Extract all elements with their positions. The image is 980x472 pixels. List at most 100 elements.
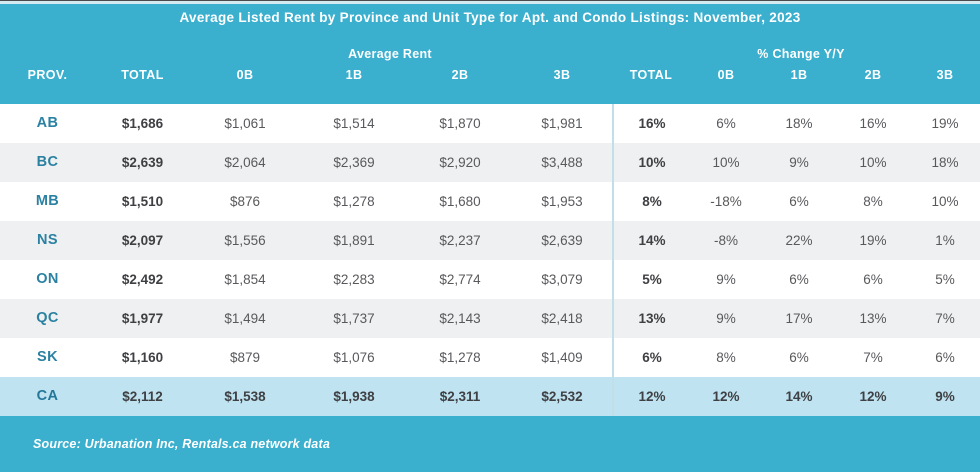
rent-value-cell: $1,938 bbox=[333, 389, 375, 404]
change-value-cell: 5% bbox=[612, 260, 690, 299]
province-label: ON bbox=[36, 271, 59, 287]
change-value-cell: 10% bbox=[931, 194, 959, 209]
group-header-percent-change: % Change Y/Y bbox=[757, 47, 845, 61]
column-header-rent-1b: 1B bbox=[345, 68, 363, 82]
change-value-cell: 12% bbox=[712, 389, 740, 404]
province-label: BC bbox=[36, 154, 59, 170]
province-label: SK bbox=[37, 349, 58, 365]
change-value-cell: 6% bbox=[789, 194, 809, 209]
change-value-cell: 19% bbox=[859, 233, 887, 248]
rent-value-cell: $2,639 bbox=[541, 233, 583, 248]
change-value-cell: 12% bbox=[612, 377, 690, 416]
change-value-cell: 18% bbox=[785, 116, 813, 131]
rent-value-cell: $1,556 bbox=[224, 233, 266, 248]
column-header-change-1b: 1B bbox=[790, 68, 808, 82]
province-label: NS bbox=[37, 232, 58, 248]
rent-value-cell: $1,977 bbox=[121, 311, 164, 326]
table-row-qc: QC $1,977 $1,494 $1,737 $2,143 $2,418 13% 9% 17%… bbox=[0, 299, 980, 338]
rent-value-cell: $1,680 bbox=[439, 194, 481, 209]
table-row-ca: CA $2,112 $1,538 $1,938 $2,311 $2,532 12% 12% 14… bbox=[0, 377, 980, 416]
rent-value-cell: $1,686 bbox=[121, 116, 164, 131]
rent-value-cell: $1,076 bbox=[333, 350, 375, 365]
change-value-cell: 6% bbox=[935, 350, 955, 365]
rent-value-cell: $879 bbox=[229, 350, 261, 365]
column-header-change-3b: 3B bbox=[936, 68, 954, 82]
rent-value-cell: $3,079 bbox=[541, 272, 583, 287]
rent-value-cell: $1,854 bbox=[224, 272, 266, 287]
rent-value-cell: $1,953 bbox=[541, 194, 583, 209]
rent-value-cell: $2,097 bbox=[121, 233, 164, 248]
change-value-cell: 9% bbox=[716, 311, 736, 326]
change-value-cell: 18% bbox=[931, 155, 959, 170]
change-value-cell: 1% bbox=[935, 233, 955, 248]
change-value-cell: 13% bbox=[859, 311, 887, 326]
rent-value-cell: $2,774 bbox=[439, 272, 481, 287]
rent-value-cell: $1,278 bbox=[439, 350, 481, 365]
province-label: CA bbox=[36, 388, 59, 404]
rent-value-cell: $1,870 bbox=[439, 116, 481, 131]
rent-value-cell: $2,532 bbox=[541, 389, 583, 404]
rent-value-cell: $1,737 bbox=[333, 311, 375, 326]
change-value-cell: 9% bbox=[716, 272, 736, 287]
change-value-cell: 7% bbox=[935, 311, 955, 326]
change-value-cell: 12% bbox=[859, 389, 887, 404]
change-value-cell: 22% bbox=[785, 233, 813, 248]
table-row-on: ON $2,492 $1,854 $2,283 $2,774 $3,079 5% 9% 6% 6%… bbox=[0, 260, 980, 299]
province-label: QC bbox=[36, 310, 59, 326]
change-value-cell: 8% bbox=[612, 182, 690, 221]
rent-value-cell: $1,409 bbox=[541, 350, 583, 365]
rent-value-cell: $2,418 bbox=[541, 311, 583, 326]
rent-value-cell: $2,492 bbox=[121, 272, 164, 287]
change-value-cell: 14% bbox=[612, 221, 690, 260]
change-value-cell: 6% bbox=[716, 116, 736, 131]
rent-value-cell: $2,920 bbox=[439, 155, 481, 170]
column-header-change-total: TOTAL bbox=[629, 68, 673, 82]
rent-value-cell: $1,278 bbox=[333, 194, 375, 209]
change-value-cell: 17% bbox=[785, 311, 813, 326]
column-header-rent-0b: 0B bbox=[236, 68, 254, 82]
rent-value-cell: $876 bbox=[229, 194, 261, 209]
rent-value-cell: $2,143 bbox=[439, 311, 481, 326]
change-value-cell: -18% bbox=[710, 194, 742, 209]
change-value-cell: 6% bbox=[789, 350, 809, 365]
rent-value-cell: $2,639 bbox=[121, 155, 164, 170]
table-row-ab: AB $1,686 $1,061 $1,514 $1,870 $1,981 16% 6% 18%… bbox=[0, 104, 980, 143]
group-header-row: Average Rent % Change Y/Y bbox=[0, 45, 980, 63]
change-value-cell: 9% bbox=[935, 389, 955, 404]
change-value-cell: 14% bbox=[785, 389, 813, 404]
change-value-cell: 10% bbox=[859, 155, 887, 170]
column-header-change-0b: 0B bbox=[717, 68, 735, 82]
table-row-mb: MB $1,510 $876 $1,278 $1,680 $1,953 8% -18% 6% 8%… bbox=[0, 182, 980, 221]
change-value-cell: 16% bbox=[612, 104, 690, 143]
change-value-cell: 16% bbox=[859, 116, 887, 131]
column-header-rent-total: TOTAL bbox=[121, 68, 164, 82]
change-value-cell: 8% bbox=[716, 350, 736, 365]
table-header: Average Listed Rent by Province and Unit… bbox=[0, 4, 980, 104]
rent-value-cell: $1,514 bbox=[333, 116, 375, 131]
change-value-cell: 6% bbox=[863, 272, 883, 287]
rent-value-cell: $1,981 bbox=[541, 116, 583, 131]
rent-value-cell: $2,064 bbox=[224, 155, 266, 170]
rent-value-cell: $1,538 bbox=[224, 389, 266, 404]
rent-value-cell: $2,311 bbox=[439, 389, 481, 404]
group-header-average-rent: Average Rent bbox=[348, 47, 432, 61]
change-value-cell: 6% bbox=[612, 338, 690, 377]
rent-value-cell: $2,283 bbox=[333, 272, 375, 287]
change-value-cell: 10% bbox=[712, 155, 740, 170]
column-header-row: PROV. TOTAL 0B 1B 2B 3B TOTAL 0B 1B 2B 3… bbox=[0, 66, 980, 84]
rent-value-cell: $1,061 bbox=[224, 116, 266, 131]
column-header-rent-2b: 2B bbox=[451, 68, 469, 82]
rent-value-cell: $1,891 bbox=[333, 233, 375, 248]
top-edge-strip bbox=[0, 0, 980, 4]
change-value-cell: 9% bbox=[789, 155, 809, 170]
column-header-prov: PROV. bbox=[27, 68, 68, 82]
rent-value-cell: $2,237 bbox=[439, 233, 481, 248]
rent-value-cell: $3,488 bbox=[541, 155, 583, 170]
rent-value-cell: $1,494 bbox=[224, 311, 266, 326]
change-value-cell: -8% bbox=[713, 233, 738, 248]
column-header-rent-3b: 3B bbox=[553, 68, 571, 82]
rent-value-cell: $2,369 bbox=[333, 155, 375, 170]
table-row-bc: BC $2,639 $2,064 $2,369 $2,920 $3,488 10% 10% 9%… bbox=[0, 143, 980, 182]
change-value-cell: 8% bbox=[863, 194, 883, 209]
change-value-cell: 6% bbox=[789, 272, 809, 287]
